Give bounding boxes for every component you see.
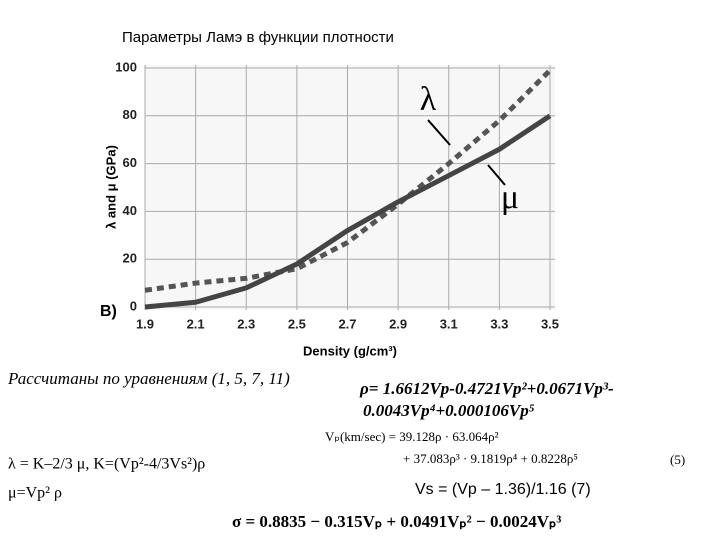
y-tick-label: 80 [123,107,137,122]
leader-line [487,164,506,186]
equation: 0.0043Vp⁴+0.000106Vp⁵ [363,401,535,420]
x-tick-label: 2.1 [187,316,205,331]
series-line [144,113,552,310]
y-tick-label: 20 [123,251,137,266]
equation: Vₚ(km/sec) = 39.128ρ · 63.064ρ² [325,429,499,444]
x-tick-label: 1.9 [136,316,154,331]
equation-number: (5) [670,452,685,467]
x-tick-label: 2.7 [338,316,356,331]
x-tick-label: 2.3 [237,316,255,331]
x-tick-label: 3.3 [490,316,508,331]
y-tick-label: 100 [115,59,137,74]
y-tick-label: 60 [123,155,137,170]
equation: ρ= 1.6612Vp-0.4721Vp²+0.0671Vp³- [359,379,614,398]
x-tick-label: 3.5 [541,316,559,331]
y-axis-label: λ and μ (GPa) [103,145,118,229]
y-tick-label: 0 [130,298,137,313]
x-tick-label: 2.9 [389,316,407,331]
plot-area [145,65,555,310]
x-tick-label: 2.5 [288,316,306,331]
equation: + 37.083ρ³ · 9.1819ρ⁴ + 0.8228ρ⁵ [403,451,578,466]
equation: Vs = (Vp – 1.36)/1.16 (7) [415,481,591,498]
leader-line [427,119,451,146]
note: Рассчитаны по уравнениям (1, 5, 7, 11) [7,369,290,388]
equation: σ = 0.8835 − 0.315Vₚ + 0.0491Vₚ² − 0.002… [232,512,561,531]
x-tick-label: 3.1 [440,316,458,331]
panel-label: B) [100,303,117,320]
series-line [144,68,552,293]
equation: μ=Vp² ρ [8,485,62,502]
x-axis-label: Density (g/cm³) [303,343,397,358]
y-tick-label: 40 [123,203,137,218]
series-label: μ [501,179,519,216]
equation: λ = K–2/3 μ, K=(Vp²-4/3Vs²)ρ [8,456,205,473]
chart-title: Параметры Ламэ в функции плотности [122,29,394,46]
series-label: λ [420,81,437,118]
